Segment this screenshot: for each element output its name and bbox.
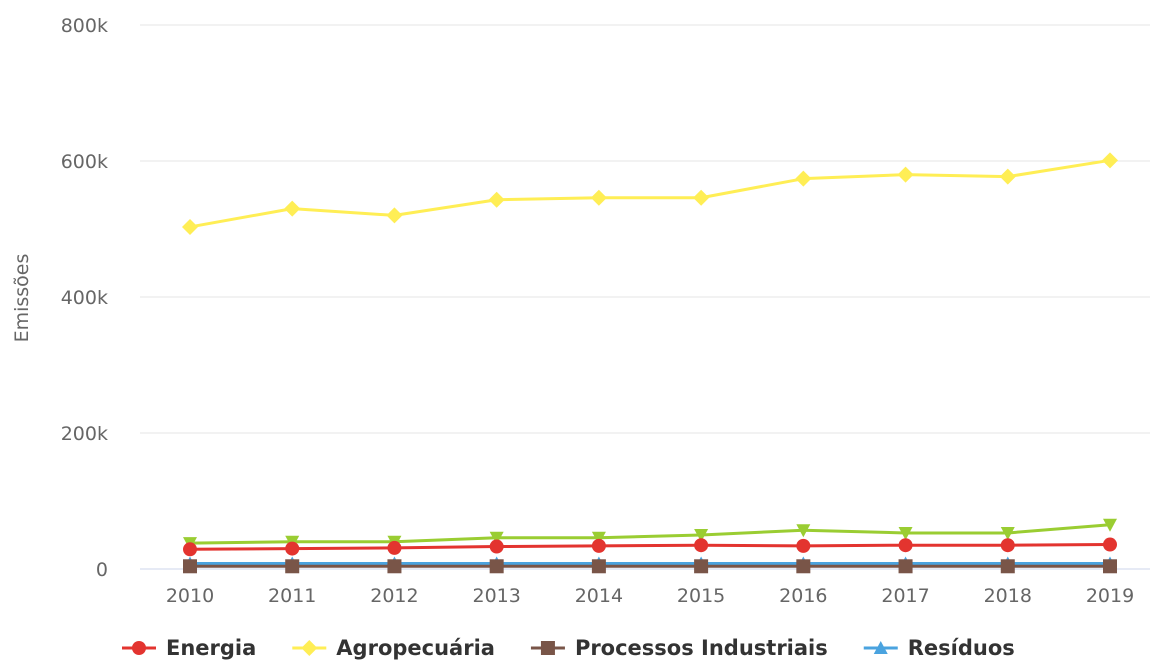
x-tick-label: 2016 bbox=[779, 585, 827, 607]
legend-marker bbox=[132, 641, 146, 655]
y-tick-label: 800k bbox=[61, 15, 108, 37]
x-tick-label: 2014 bbox=[575, 585, 623, 607]
series-processos-industriais bbox=[183, 559, 1117, 574]
data-point[interactable] bbox=[285, 559, 300, 574]
y-tick-label: 600k bbox=[61, 151, 108, 173]
series-energia bbox=[183, 537, 1117, 557]
legend-item[interactable]: Resíduos bbox=[863, 636, 1015, 660]
legend-label: Agropecuária bbox=[336, 636, 495, 660]
legend-item[interactable]: Energia bbox=[122, 636, 256, 660]
data-point[interactable] bbox=[1103, 559, 1117, 574]
data-point[interactable] bbox=[694, 529, 709, 542]
y-axis-title: Emissões bbox=[11, 254, 33, 343]
data-point[interactable] bbox=[387, 559, 402, 574]
legend-label: Processos Industriais bbox=[575, 636, 828, 660]
data-point[interactable] bbox=[898, 538, 913, 553]
data-point[interactable] bbox=[1103, 518, 1117, 532]
legend-label: Energia bbox=[166, 636, 256, 660]
legend-marker bbox=[540, 641, 555, 655]
y-tick-label: 0 bbox=[96, 559, 108, 581]
data-point[interactable] bbox=[1102, 152, 1118, 169]
data-point[interactable] bbox=[1000, 559, 1015, 574]
x-tick-label: 2015 bbox=[677, 585, 725, 607]
series-agropecuária bbox=[182, 152, 1118, 235]
data-point[interactable] bbox=[182, 218, 198, 235]
data-point[interactable] bbox=[694, 559, 709, 574]
data-point[interactable] bbox=[591, 559, 606, 574]
legend-label: Resíduos bbox=[908, 636, 1015, 660]
grid-lines bbox=[140, 24, 1150, 434]
legend[interactable]: Energia Agropecuária Processos Industriais… bbox=[122, 636, 1015, 660]
data-point[interactable] bbox=[387, 540, 402, 555]
series-unlabeled bbox=[183, 518, 1117, 551]
data-point[interactable] bbox=[796, 524, 811, 538]
data-point[interactable] bbox=[591, 531, 606, 545]
data-point[interactable] bbox=[693, 189, 710, 206]
data-point[interactable] bbox=[1103, 537, 1117, 552]
data-point[interactable] bbox=[489, 531, 504, 545]
data-point[interactable] bbox=[1000, 538, 1015, 553]
y-tick-label: 200k bbox=[61, 423, 108, 445]
data-point[interactable] bbox=[898, 559, 913, 574]
x-axis: 2010 2011 2012 2013 2014 2015 2016 2017 2018 2019 bbox=[140, 568, 1150, 607]
data-point[interactable] bbox=[796, 559, 811, 574]
x-tick-label: 2019 bbox=[1086, 585, 1134, 607]
series-group bbox=[182, 152, 1118, 574]
data-point[interactable] bbox=[183, 542, 197, 557]
data-point[interactable] bbox=[796, 538, 811, 553]
data-point[interactable] bbox=[489, 559, 504, 574]
data-point[interactable] bbox=[898, 526, 913, 540]
legend-marker bbox=[301, 640, 318, 656]
legend-item[interactable]: Agropecuária bbox=[292, 636, 495, 660]
series-line bbox=[188, 543, 1112, 551]
y-axis-ticks: 0 200k 400k 600k 800k bbox=[61, 15, 108, 581]
series-line bbox=[188, 523, 1112, 545]
x-tick-label: 2013 bbox=[472, 585, 520, 607]
data-point[interactable] bbox=[386, 207, 403, 224]
data-point[interactable] bbox=[285, 541, 300, 556]
data-point[interactable] bbox=[488, 191, 505, 208]
data-point[interactable] bbox=[489, 539, 504, 554]
data-point[interactable] bbox=[183, 559, 197, 574]
data-point[interactable] bbox=[694, 538, 709, 553]
data-point[interactable] bbox=[1000, 526, 1015, 540]
data-point[interactable] bbox=[590, 189, 607, 206]
x-tick-label: 2012 bbox=[370, 585, 418, 607]
data-point[interactable] bbox=[897, 166, 914, 183]
y-tick-label: 400k bbox=[61, 287, 108, 309]
data-point[interactable] bbox=[999, 168, 1016, 185]
data-point[interactable] bbox=[591, 538, 606, 553]
series-line bbox=[188, 158, 1112, 229]
legend-item[interactable]: Processos Industriais bbox=[530, 636, 828, 660]
x-tick-label: 2017 bbox=[881, 585, 929, 607]
x-tick-label: 2011 bbox=[268, 585, 316, 607]
x-tick-label: 2018 bbox=[984, 585, 1032, 607]
legend-marker bbox=[873, 641, 888, 654]
x-tick-label: 2010 bbox=[166, 585, 214, 607]
data-point[interactable] bbox=[284, 200, 301, 217]
data-point[interactable] bbox=[795, 170, 812, 187]
